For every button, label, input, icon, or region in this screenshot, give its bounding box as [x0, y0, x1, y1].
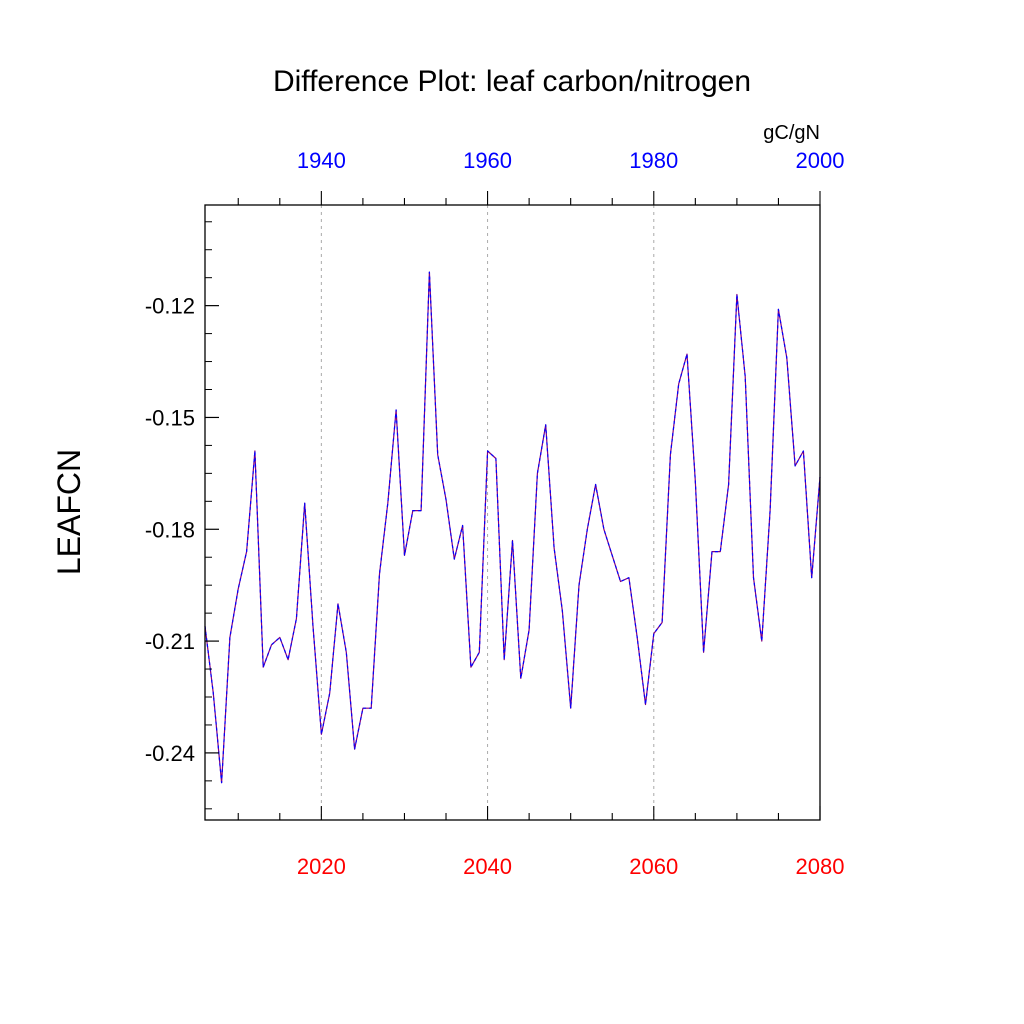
chart-title: Difference Plot: leaf carbon/nitrogen — [273, 65, 751, 98]
x-top-tick-label: 1940 — [297, 148, 346, 173]
series-line-1 — [204, 271, 821, 784]
y-tick-label: -0.24 — [145, 741, 195, 766]
y-tick-label: -0.12 — [145, 294, 195, 319]
y-tick-label: -0.18 — [145, 517, 195, 542]
series-line-2 — [204, 271, 821, 784]
units-label: gC/gN — [763, 122, 820, 144]
x-bottom-tick-label: 2020 — [297, 854, 346, 879]
axes — [204, 191, 821, 821]
x-top-tick-label: 2000 — [796, 148, 845, 173]
y-axis-label: LEAFCN — [51, 449, 87, 575]
x-bottom-tick-label: 2060 — [629, 854, 678, 879]
gridlines — [320, 205, 655, 820]
tick-labels: -0.24 -0.21 -0.18 -0.15 -0.12 2020 2040 2060 208… — [145, 148, 845, 879]
x-bottom-tick-label: 2040 — [463, 854, 512, 879]
plot-frame — [204, 204, 821, 821]
data-series — [204, 271, 821, 784]
x-top-tick-label: 1960 — [463, 148, 512, 173]
y-tick-label: -0.21 — [145, 629, 195, 654]
x-bottom-tick-label: 2080 — [796, 854, 845, 879]
y-tick-label: -0.15 — [145, 405, 195, 430]
x-top-tick-label: 1980 — [629, 148, 678, 173]
